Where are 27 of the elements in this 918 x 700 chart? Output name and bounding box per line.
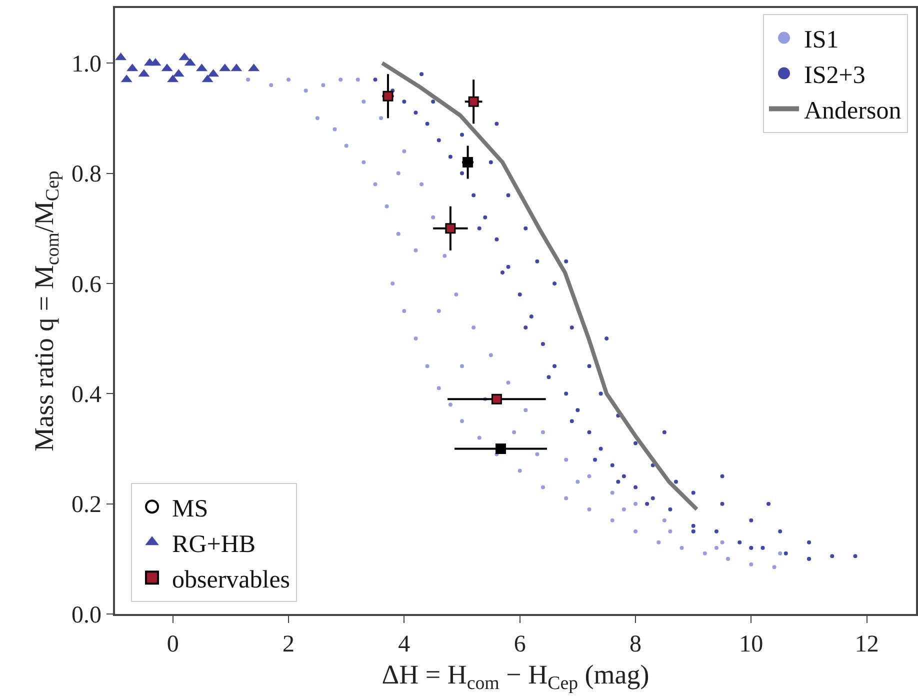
y-tick-label: 0.4 xyxy=(71,382,102,408)
y-tick-label: 1.0 xyxy=(71,51,102,78)
point xyxy=(491,394,502,404)
point xyxy=(496,443,506,454)
line-series xyxy=(380,61,699,512)
legend-label: observables xyxy=(172,566,290,594)
x-tick-label: 8 xyxy=(630,632,642,658)
legend-label: RG+HB xyxy=(172,530,256,558)
x-tick-label: 4 xyxy=(398,632,410,658)
point xyxy=(445,223,456,234)
y-tick-label: 0.6 xyxy=(71,272,102,298)
x-axis-title: ΔH = H$_{com}$ − H$_{Cep}$ (mag) xyxy=(382,659,650,694)
point xyxy=(468,96,479,107)
x-tick-label: 12 xyxy=(854,632,879,658)
legend-label: IS1 xyxy=(804,26,839,54)
y-tick-label: 0.0 xyxy=(71,602,102,628)
x-tick-label: 10 xyxy=(739,632,764,658)
annotation: MS xyxy=(172,495,208,522)
point xyxy=(462,157,474,168)
point xyxy=(382,90,394,102)
x-tick-label: 6 xyxy=(514,632,526,658)
x-tick-label: 0 xyxy=(166,632,179,658)
legend-label: IS2+3 xyxy=(804,62,866,90)
y-tick-label: 0.2 xyxy=(71,492,102,518)
legend-label: Anderson xyxy=(804,98,902,125)
y-tick-label: 0.8 xyxy=(71,162,102,188)
x-tick-label: 2 xyxy=(282,632,294,658)
